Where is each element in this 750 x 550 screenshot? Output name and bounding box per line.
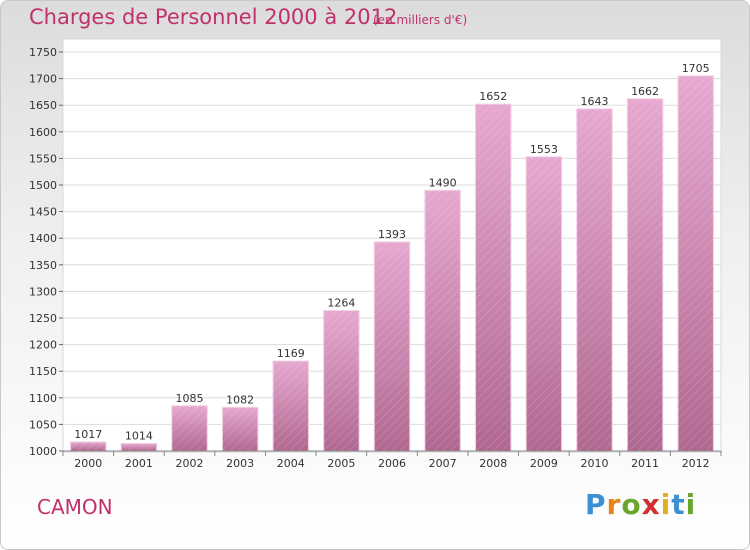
data-label: 1553 — [530, 143, 558, 156]
y-tick-label: 1750 — [29, 46, 57, 59]
place-name: CAMON — [37, 495, 113, 519]
data-label: 1652 — [479, 90, 507, 103]
bar-texture — [70, 441, 107, 451]
y-tick-labels: 1000 1050 1100 1150 1200 1250 1300 1350 1400 1450… — [29, 46, 63, 458]
data-label: 1014 — [125, 430, 153, 443]
bar-texture — [222, 407, 258, 451]
data-label: 1490 — [429, 176, 457, 189]
y-tick-label: 1100 — [29, 392, 57, 405]
bar-texture — [424, 190, 461, 451]
y-tick-label: 1600 — [29, 126, 57, 139]
y-tick-label: 1350 — [29, 259, 57, 272]
y-tick-label: 1550 — [29, 152, 57, 165]
x-tick-labels: 2000 2001 2002 2003 2004 2005 2006 2007 2008 2009… — [62, 450, 722, 470]
bar-texture — [374, 241, 410, 451]
bar-texture — [526, 156, 562, 451]
y-tick-label: 1450 — [29, 206, 57, 219]
data-label: 1082 — [226, 393, 254, 406]
brand-letter: i — [685, 488, 697, 521]
y-tick-label: 1500 — [29, 179, 57, 192]
brand-letter: i — [660, 488, 672, 521]
bar-texture — [627, 98, 663, 451]
x-tick-label: 2011 — [631, 457, 659, 470]
x-tick-label: 2008 — [479, 457, 507, 470]
y-tick-label: 1250 — [29, 312, 57, 325]
x-tick-label: 2012 — [682, 457, 710, 470]
y-tick-label: 1000 — [29, 445, 57, 458]
x-tick-label: 2000 — [74, 457, 102, 470]
x-tick-label: 2009 — [530, 457, 558, 470]
bar-texture — [121, 443, 157, 451]
data-label: 1085 — [176, 392, 204, 405]
x-tick-label: 2010 — [580, 457, 608, 470]
y-tick-label: 1400 — [29, 232, 57, 245]
x-tick-label: 2003 — [226, 457, 254, 470]
brand-letter: x — [641, 488, 661, 521]
y-tick-label: 1300 — [29, 285, 57, 298]
brand-letter: o — [621, 488, 642, 521]
y-tick-label: 1150 — [29, 365, 57, 378]
brand-logo: Proxiti — [585, 488, 696, 521]
y-tick-label: 1700 — [29, 73, 57, 86]
y-tick-label: 1050 — [29, 418, 57, 431]
data-label: 1264 — [327, 297, 355, 310]
x-tick-label: 2001 — [125, 457, 153, 470]
data-label: 1662 — [631, 85, 659, 98]
y-tick-label: 1650 — [29, 99, 57, 112]
bars — [70, 75, 714, 452]
data-label: 1393 — [378, 228, 406, 241]
y-tick-label: 1200 — [29, 339, 57, 352]
bar-texture — [475, 104, 511, 452]
data-labels: 1017 1014 1085 1082 1169 1264 1393 1490 1652 1553… — [74, 62, 709, 443]
data-label: 1705 — [682, 62, 710, 75]
data-label: 1169 — [277, 347, 305, 360]
x-tick-label: 2002 — [176, 457, 204, 470]
chart-subtitle: (en milliers d'€) — [373, 13, 468, 27]
x-tick-label: 2006 — [378, 457, 406, 470]
x-tick-label: 2007 — [429, 457, 457, 470]
data-label: 1017 — [74, 428, 102, 441]
brand-letter: r — [606, 488, 622, 521]
chart-title: Charges de Personnel 2000 à 2012 — [29, 5, 398, 29]
brand-letter: t — [671, 488, 686, 521]
bar-texture — [171, 405, 208, 451]
data-label: 1643 — [580, 95, 608, 108]
bar-texture — [677, 75, 714, 451]
bar-texture — [323, 310, 360, 451]
bar-texture — [576, 108, 613, 451]
x-tick-label: 2004 — [277, 457, 305, 470]
bar-texture — [273, 361, 309, 451]
brand-letter: P — [585, 488, 607, 521]
x-tick-label: 2005 — [327, 457, 355, 470]
